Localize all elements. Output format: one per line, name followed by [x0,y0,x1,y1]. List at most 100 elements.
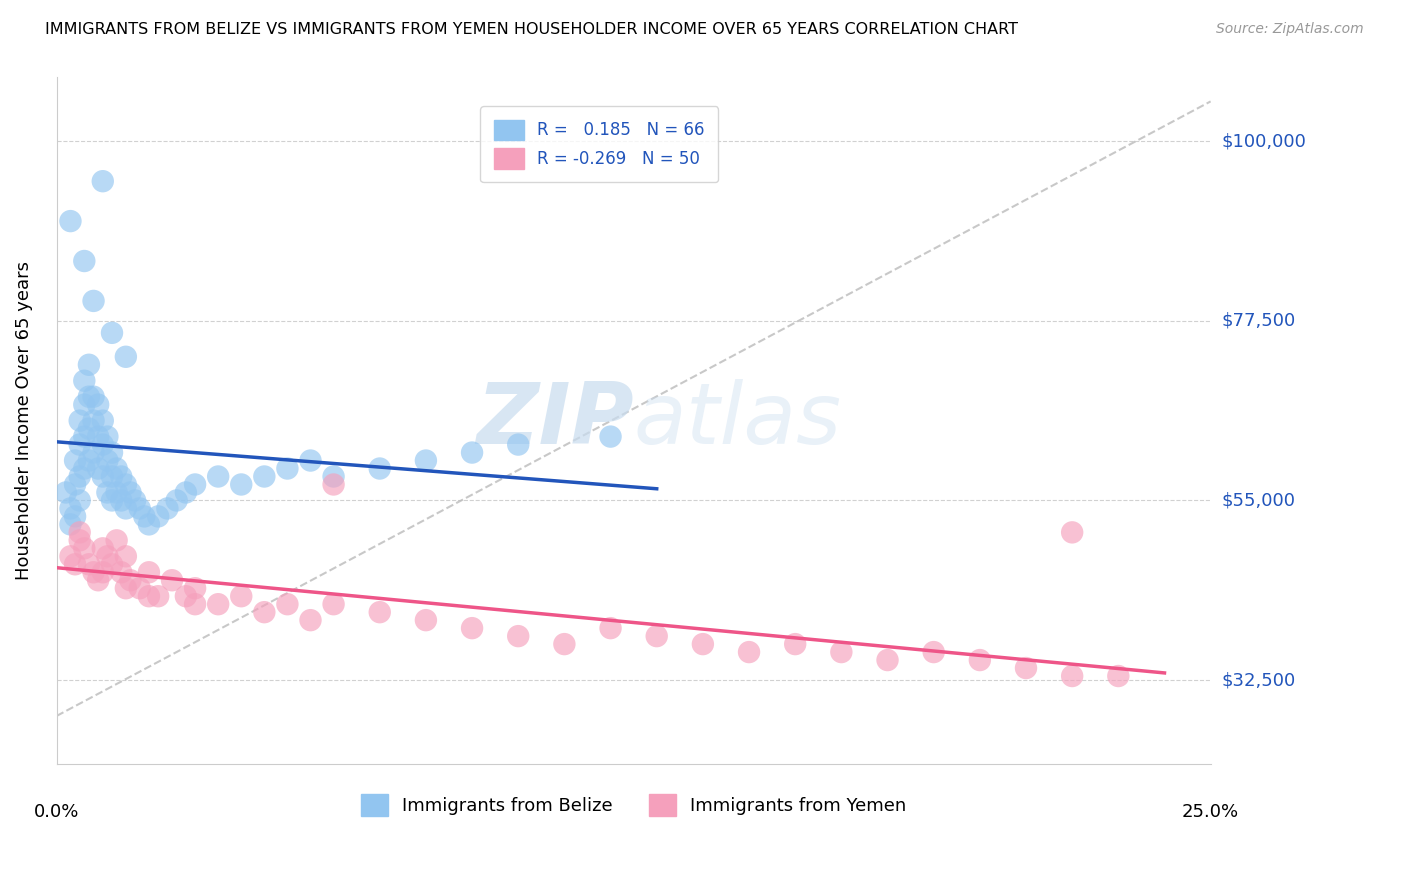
Point [876,653,898,667]
Point [231,589,253,603]
Point [299,613,322,627]
Point [91,469,114,483]
Point [63,558,86,572]
Point [138,566,160,580]
Point [645,629,668,643]
Point [138,517,160,532]
Point [368,461,391,475]
Point [128,501,150,516]
Point [55,485,77,500]
Point [156,501,179,516]
Point [922,645,945,659]
Point [276,597,298,611]
Point [69,493,91,508]
Text: Source: ZipAtlas.com: Source: ZipAtlas.com [1216,22,1364,37]
Text: $32,500: $32,500 [1222,671,1296,689]
Text: $55,000: $55,000 [1222,491,1296,509]
Point [115,501,138,516]
Point [160,574,183,588]
Point [96,453,118,467]
Point [63,509,86,524]
Point [184,581,207,595]
Point [124,493,146,508]
Point [120,485,142,500]
Point [91,541,114,556]
Point [115,477,138,491]
Point [368,605,391,619]
Legend: Immigrants from Belize, Immigrants from Yemen: Immigrants from Belize, Immigrants from … [353,787,914,823]
Point [785,637,807,651]
Point [1107,669,1129,683]
Point [231,477,253,491]
Text: ZIP: ZIP [477,379,634,462]
Point [299,453,322,467]
Point [207,597,229,611]
Point [91,414,114,428]
Point [110,493,132,508]
Point [508,437,530,451]
Point [830,645,852,659]
Point [115,581,138,595]
Point [110,469,132,483]
Point [134,509,156,524]
Point [105,485,128,500]
Text: atlas: atlas [634,379,842,462]
Point [73,374,96,388]
Point [322,477,344,491]
Point [69,437,91,451]
Point [253,469,276,483]
Point [276,461,298,475]
Point [415,453,437,467]
Point [96,485,118,500]
Point [83,566,105,580]
Point [59,214,82,228]
Point [1062,525,1084,540]
Point [174,589,197,603]
Point [73,398,96,412]
Point [87,398,110,412]
Point [87,429,110,443]
Point [322,597,344,611]
Point [96,549,118,564]
Point [128,581,150,595]
Point [77,558,100,572]
Point [146,589,169,603]
Text: IMMIGRANTS FROM BELIZE VS IMMIGRANTS FROM YEMEN HOUSEHOLDER INCOME OVER 65 YEARS: IMMIGRANTS FROM BELIZE VS IMMIGRANTS FRO… [45,22,1018,37]
Point [63,477,86,491]
Point [508,629,530,643]
Point [120,574,142,588]
Point [599,621,621,635]
Point [91,566,114,580]
Point [59,501,82,516]
Y-axis label: Householder Income Over 65 years: Householder Income Over 65 years [15,261,32,580]
Point [115,549,138,564]
Point [77,390,100,404]
Point [73,541,96,556]
Point [83,445,105,459]
Point [138,589,160,603]
Text: $100,000: $100,000 [1222,132,1306,150]
Point [553,637,575,651]
Point [105,461,128,475]
Point [415,613,437,627]
Point [69,414,91,428]
Point [738,645,761,659]
Point [174,485,197,500]
Point [1062,669,1084,683]
Text: 25.0%: 25.0% [1182,803,1239,821]
Point [101,326,124,340]
Point [73,429,96,443]
Point [146,509,169,524]
Point [73,461,96,475]
Point [110,566,132,580]
Point [969,653,991,667]
Point [101,493,124,508]
Point [692,637,714,651]
Point [105,533,128,548]
Point [91,437,114,451]
Point [77,422,100,436]
Point [253,605,276,619]
Point [166,493,188,508]
Point [77,358,100,372]
Point [59,549,82,564]
